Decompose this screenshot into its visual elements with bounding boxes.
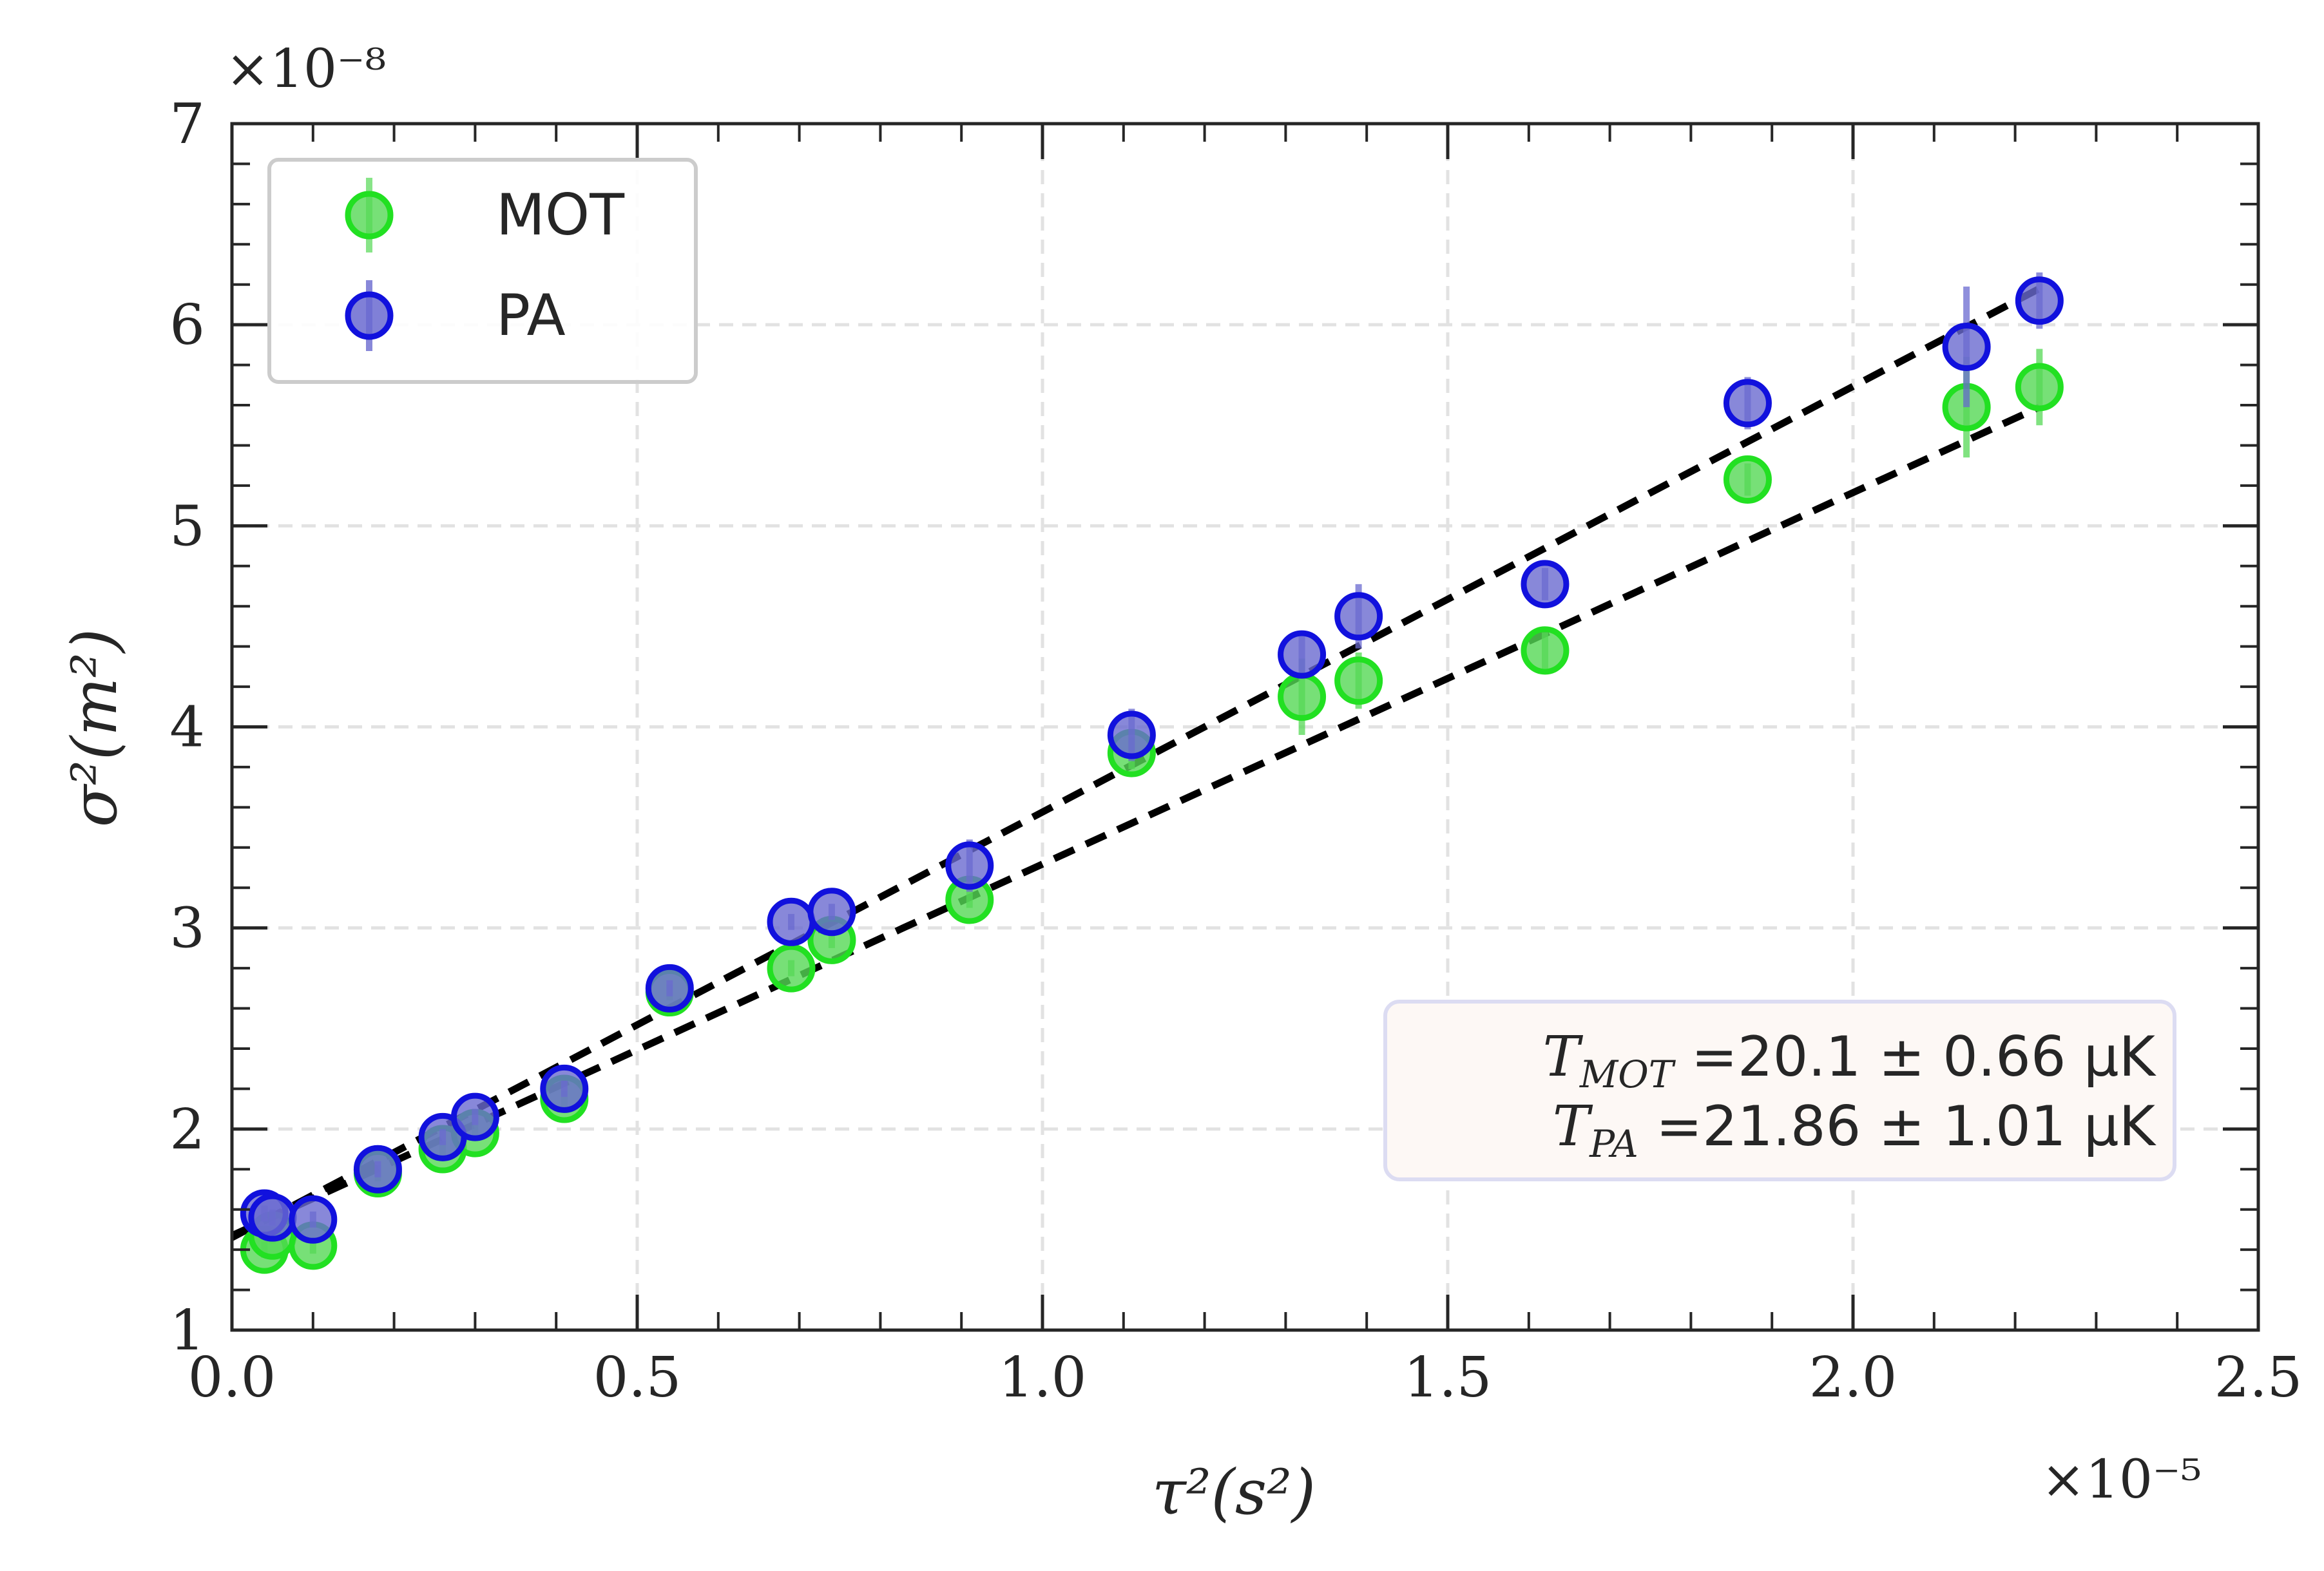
annotation-pa-value: =21.86 ± 1.01 μK: [1638, 1094, 2157, 1159]
point-mot: [1334, 656, 1383, 705]
point-pa: [1942, 323, 1991, 372]
legend: MOT PA: [267, 158, 698, 384]
y-tick-label: 3: [169, 897, 205, 961]
point-pa: [945, 841, 994, 890]
point-mot: [1723, 455, 1772, 504]
legend-marker-mot: [345, 191, 394, 240]
fit-line-mot: [230, 404, 2041, 1239]
point-mot: [1278, 672, 1327, 721]
y-tick-label: 7: [169, 92, 205, 157]
point-pa: [1278, 630, 1327, 679]
y-tick-label: 1: [169, 1299, 205, 1363]
x-tick-label: 1.5: [1404, 1346, 1492, 1410]
x-tick-label: 1.0: [999, 1346, 1087, 1410]
point-mot: [767, 944, 816, 993]
point-pa: [353, 1145, 402, 1194]
point-pa: [2015, 276, 2064, 325]
x-tick-label: 2.5: [2214, 1346, 2303, 1410]
legend-marker-pa: [345, 291, 394, 340]
y-tick-label: 2: [169, 1098, 205, 1162]
temperature-annotation: TMOT =20.1 ± 0.66 μK TPA =21.86 ± 1.01 μ…: [1383, 1000, 2176, 1181]
y-tick-label: 6: [169, 293, 205, 357]
annotation-box: [1383, 1000, 2176, 1181]
point-pa: [645, 964, 694, 1013]
axis-ticks: 0.0 0.5 1.0 1.5 2.0 2.5 1 2 3 4 5 6 7: [169, 92, 2302, 1410]
annotation-line-mot: TMOT =20.1 ± 0.66 μK: [1542, 1025, 2156, 1096]
point-mot: [2015, 363, 2064, 412]
y-tick-label: 5: [169, 494, 205, 558]
annotation-mot-symbol: T: [1542, 1025, 1583, 1089]
x-tick-label: 0.5: [593, 1346, 682, 1410]
annotation-mot-value: =20.1 ± 0.66 μK: [1673, 1025, 2156, 1089]
x-tick-label: 2.0: [1809, 1346, 1897, 1410]
x-multiplier-label: ×10⁻⁵: [2041, 1449, 2202, 1510]
point-pa: [767, 897, 816, 946]
annotation-pa-subscript: PA: [1589, 1122, 1638, 1166]
x-tick-label: 0.0: [188, 1346, 276, 1410]
annotation-line-pa: TPA =21.86 ± 1.01 μK: [1553, 1094, 2157, 1166]
legend-item-pa: PA: [345, 280, 566, 351]
legend-item-mot: MOT: [345, 178, 625, 252]
point-pa: [450, 1092, 499, 1141]
y-axis-label: σ²(m²): [59, 629, 131, 827]
legend-label-mot: MOT: [496, 182, 625, 248]
annotation-mot-subscript: MOT: [1579, 1052, 1676, 1096]
point-pa: [807, 888, 856, 937]
point-pa: [248, 1193, 297, 1242]
y-tick-label: 4: [169, 696, 205, 760]
y-multiplier-label: ×10⁻⁸: [226, 39, 386, 100]
data-points: [240, 272, 2064, 1274]
point-pa: [289, 1195, 338, 1244]
point-mot: [1521, 626, 1570, 675]
point-pa: [1107, 710, 1156, 759]
point-pa: [540, 1064, 589, 1113]
point-pa: [1521, 560, 1570, 609]
legend-label-pa: PA: [496, 282, 566, 348]
legend-box: [267, 158, 698, 384]
point-pa: [1334, 592, 1383, 641]
x-axis-label: τ²(s²): [1152, 1456, 1316, 1528]
annotation-pa-symbol: T: [1553, 1094, 1593, 1159]
point-pa: [1723, 379, 1772, 428]
